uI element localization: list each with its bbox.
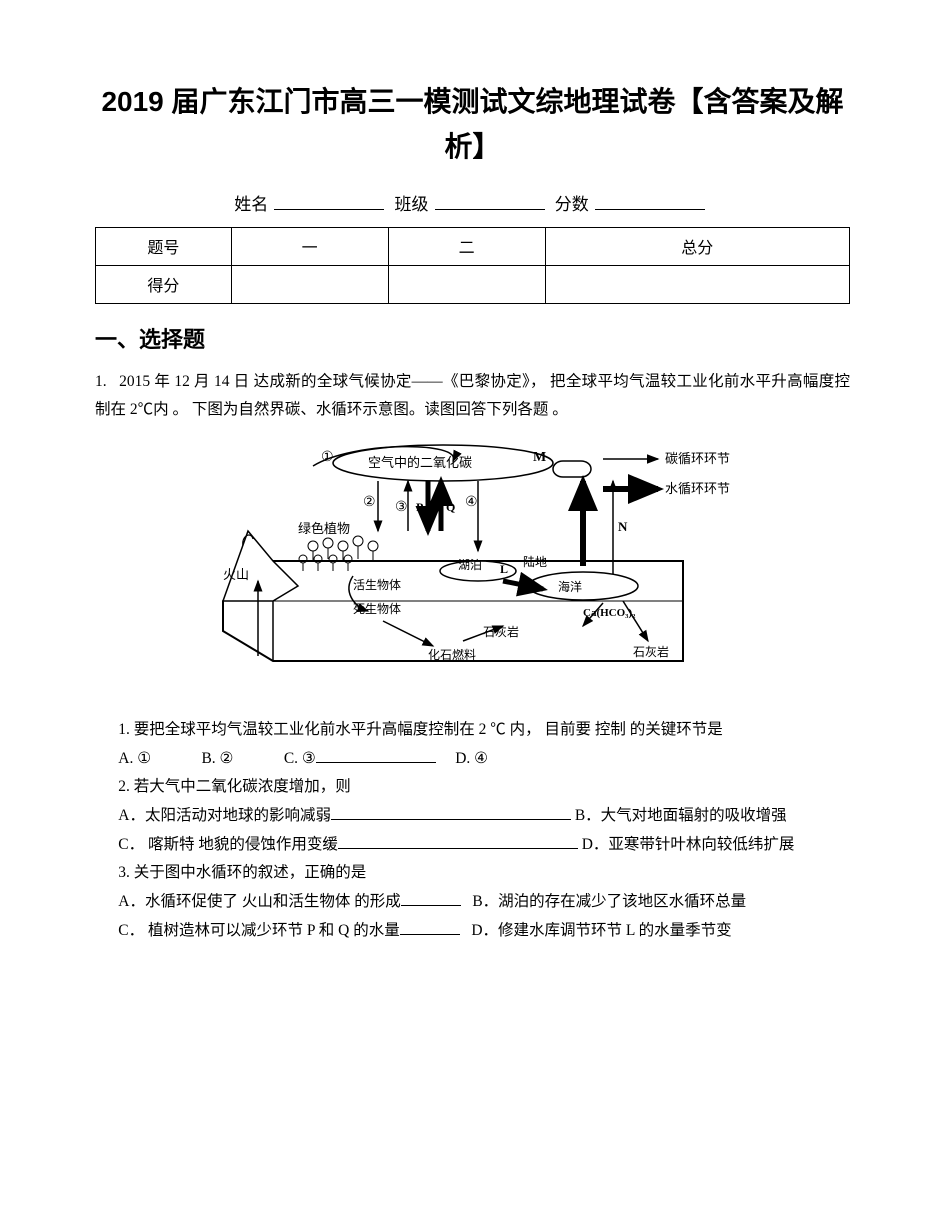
q3-optC[interactable]: C． 植树造林可以减少环节 P 和 Q 的水量 — [118, 922, 399, 939]
q1-number: 1. — [95, 373, 107, 390]
lbl-l: L — [500, 562, 508, 576]
sub-q1-text: 要把全球平均气温较工业化前水平升高幅度控制在 2 ℃ 内， 目前要 控制 的关键… — [134, 721, 723, 738]
q2-optC-line: C． 喀斯特 地貌的侵蚀作用变缓 D．亚寒带针叶林向较低纬扩展 — [95, 831, 850, 860]
lbl-q: Q — [446, 500, 455, 514]
class-label: 班级 — [395, 195, 429, 214]
cell-score2[interactable] — [388, 265, 545, 303]
sub-q3-text: 关于图中水循环的叙述，正确的是 — [134, 864, 367, 881]
diagram-container: ① 空气中的二氧化碳 M 碳循环环节 水循环环节 ② ③ P Q ④ 绿色植物 … — [95, 431, 850, 696]
sub-q3: 3. 关于图中水循环的叙述，正确的是 — [95, 859, 850, 888]
blank-line — [338, 835, 578, 849]
cell-score-total[interactable] — [545, 265, 849, 303]
lbl-living: 活生物体 — [353, 578, 401, 592]
lbl-volcano: 火山 — [223, 567, 249, 582]
blank-line — [400, 921, 460, 935]
cell-score1[interactable] — [231, 265, 388, 303]
sub-q2: 2. 若大气中二氧化碳浓度增加，则 — [95, 773, 850, 802]
lbl-limestone1: 石灰岩 — [483, 624, 519, 639]
q2-optD[interactable]: D．亚寒带针叶林向较低纬扩展 — [582, 836, 795, 853]
lbl-p: P — [416, 500, 423, 514]
sub-q1: 1. 要把全球平均气温较工业化前水平升高幅度控制在 2 ℃ 内， 目前要 控制 … — [95, 716, 850, 745]
lbl-dead: 死生物体 — [353, 602, 401, 616]
lbl-n: N — [618, 519, 628, 534]
q1-optC[interactable]: C. ③ — [284, 750, 316, 767]
lbl-fossil: 化石燃料 — [428, 647, 476, 662]
q1-optA[interactable]: A. ① — [118, 750, 151, 767]
q1-intro: 1. 2015 年 12 月 14 日 达成新的全球气候协定——《巴黎协定》， … — [95, 368, 850, 425]
lbl-green-plants: 绿色植物 — [298, 521, 350, 536]
q2-optB[interactable]: B．大气对地面辐射的吸收增强 — [575, 807, 787, 824]
score-blank[interactable] — [595, 192, 705, 210]
sub-q1-num: 1. — [118, 721, 130, 738]
carbon-water-cycle-diagram: ① 空气中的二氧化碳 M 碳循环环节 水循环环节 ② ③ P Q ④ 绿色植物 … — [203, 431, 743, 691]
q3-optD[interactable]: D．修建水库调节环节 L 的水量季节变 — [471, 922, 731, 939]
name-blank[interactable] — [274, 192, 384, 210]
exam-title: 2019 届广东江门市高三一模测试文综地理试卷【含答案及解析】 — [95, 80, 850, 170]
lbl-carbon-legend: 碳循环环节 — [665, 451, 730, 466]
lbl-ocean: 海洋 — [558, 579, 582, 594]
lbl-land: 陆地 — [523, 554, 547, 569]
name-label: 姓名 — [234, 195, 268, 214]
blank-line — [401, 892, 461, 906]
sub-q3-num: 3. — [118, 864, 130, 881]
cell-part1: 一 — [231, 227, 388, 265]
lbl-water-legend: 水循环环节 — [665, 481, 730, 496]
sub-q2-num: 2. — [118, 778, 130, 795]
sub-q2-text: 若大气中二氧化碳浓度增加，则 — [134, 778, 351, 795]
q1-intro-text: 2015 年 12 月 14 日 达成新的全球气候协定——《巴黎协定》， 把全球… — [95, 373, 850, 419]
table-row: 题号 一 二 总分 — [96, 227, 850, 265]
student-info-line: 姓名 班级 分数 — [95, 190, 850, 215]
score-label: 分数 — [555, 195, 589, 214]
lbl-num3: ③ — [395, 500, 408, 515]
q2-optA[interactable]: A．太阳活动对地球的影响减弱 — [118, 807, 331, 824]
q3-optA[interactable]: A．水循环促使了 火山和活生物体 的形成 — [118, 893, 400, 910]
lbl-air-co2: 空气中的二氧化碳 — [368, 455, 472, 470]
lbl-cahco3: Ca(HCO₃)₂ — [583, 607, 636, 619]
score-table: 题号 一 二 总分 得分 — [95, 227, 850, 304]
cell-part2: 二 — [388, 227, 545, 265]
lbl-m: M — [533, 450, 546, 465]
lbl-limestone2: 石灰岩 — [633, 644, 669, 659]
blank-line — [331, 806, 571, 820]
q1-optB[interactable]: B. ② — [201, 750, 233, 767]
q3-optB[interactable]: B．湖泊的存在减少了该地区水循环总量 — [472, 893, 746, 910]
blank-line — [316, 749, 436, 763]
table-row: 得分 — [96, 265, 850, 303]
lbl-num1: ① — [321, 450, 334, 465]
lbl-num4: ④ — [465, 495, 478, 510]
q3-optA-line: A．水循环促使了 火山和活生物体 的形成 B．湖泊的存在减少了该地区水循环总量 — [95, 888, 850, 917]
lbl-lake: 湖泊 — [458, 557, 482, 572]
sub-q1-options: A. ① B. ② C. ③ D. ④ — [95, 745, 850, 774]
class-blank[interactable] — [435, 192, 545, 210]
q2-optC[interactable]: C． 喀斯特 地貌的侵蚀作用变缓 — [118, 836, 338, 853]
cell-qnum-label: 题号 — [96, 227, 232, 265]
cell-total: 总分 — [545, 227, 849, 265]
q2-optA-line: A．太阳活动对地球的影响减弱 B．大气对地面辐射的吸收增强 — [95, 802, 850, 831]
q1-optD[interactable]: D. ④ — [455, 750, 488, 767]
section-heading: 一、选择题 — [95, 322, 850, 354]
q3-optC-line: C． 植树造林可以减少环节 P 和 Q 的水量 D．修建水库调节环节 L 的水量… — [95, 917, 850, 946]
lbl-num2: ② — [363, 495, 376, 510]
cell-score-label: 得分 — [96, 265, 232, 303]
